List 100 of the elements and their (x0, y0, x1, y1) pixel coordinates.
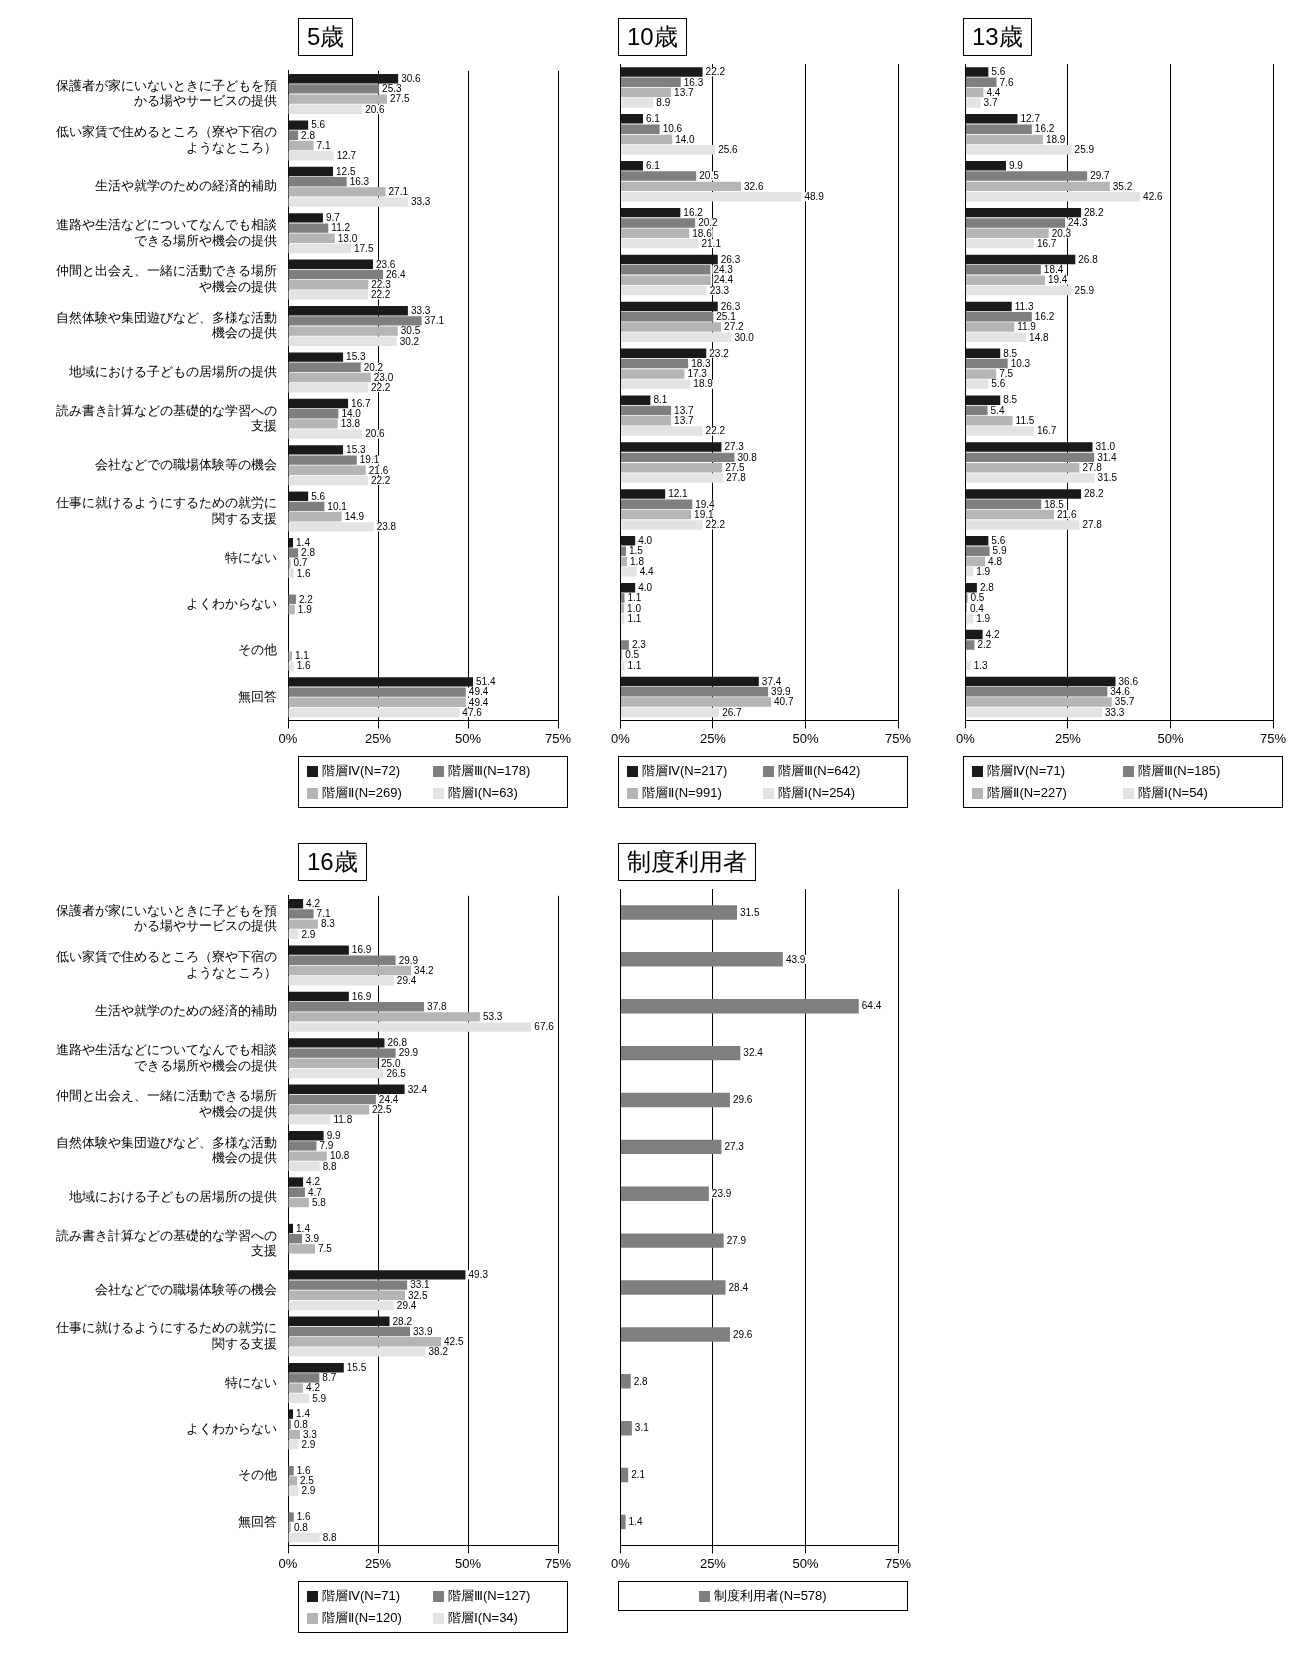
data-label: 23.8 (376, 521, 397, 533)
bar (620, 1327, 730, 1342)
data-label: 8.5 (1003, 347, 1018, 359)
bar (288, 522, 374, 532)
bar (620, 462, 723, 473)
bar (288, 945, 349, 955)
y-tick-label: 無回答 (238, 688, 277, 704)
data-label: 27.3 (724, 441, 745, 453)
data-label: 15.3 (346, 444, 366, 456)
bar (620, 181, 742, 192)
bar (620, 1233, 724, 1248)
bar (288, 120, 309, 130)
bar (288, 187, 386, 197)
bar (288, 455, 357, 465)
data-label: 25.9 (1074, 144, 1095, 156)
y-tick-label: 仕事に就けるようにするための就労に関する支援 (55, 495, 277, 526)
bar (288, 1393, 310, 1404)
data-label: 16.9 (351, 944, 372, 956)
bar (620, 640, 629, 650)
data-label: 20.6 (365, 428, 386, 440)
data-label: 27.9 (726, 1234, 747, 1246)
data-label: 29.4 (396, 1299, 417, 1311)
bar (288, 991, 349, 1002)
y-tick-label: 自然体験や集団遊びなど、多様な活動機会の提供 (56, 309, 277, 341)
y-tick-label: 保護者が家にいないときに子どもを預かる場やサービスの提供 (56, 77, 277, 109)
data-label: 48.9 (804, 190, 825, 202)
y-tick-label: 進路や生活などについてなんでも相談できる場所や機会の提供 (56, 216, 277, 248)
data-label: 5.6 (311, 490, 326, 502)
data-label: 27.8 (1082, 519, 1103, 531)
legend-label: 階層Ⅰ(N=63) (448, 784, 518, 802)
data-label: 0.8 (293, 1521, 309, 1533)
bar (620, 77, 681, 88)
bar (620, 1420, 632, 1436)
data-label: 13.8 (340, 418, 361, 430)
bar (288, 1362, 344, 1373)
bar (965, 218, 1066, 228)
y-tick-label: 地域における子どもの居場所の提供 (68, 1188, 277, 1204)
data-label: 18.9 (693, 378, 714, 390)
data-label: 10.6 (662, 123, 683, 135)
bar (288, 166, 333, 177)
bar (288, 1270, 466, 1280)
data-label: 25.3 (382, 83, 402, 95)
data-label: 25.0 (381, 1057, 401, 1069)
data-label: 8.5 (1003, 394, 1018, 406)
data-label: 5.6 (991, 378, 1006, 390)
data-label: 11.9 (1017, 321, 1037, 333)
x-tick-label: 75% (544, 1555, 572, 1571)
bar (620, 1092, 730, 1108)
data-label: 1.1 (627, 612, 642, 624)
bar (288, 898, 304, 909)
bar (965, 707, 1102, 718)
bar (965, 520, 1080, 530)
bar (288, 1347, 426, 1357)
y-tick-label: 仲間と出会え、一緒に活動できる場所や機会の提供 (56, 263, 277, 294)
data-label: 37.4 (761, 675, 782, 687)
data-label: 4.2 (306, 1382, 321, 1394)
data-label: 1.1 (627, 592, 642, 604)
legend-label: 階層Ⅲ(N=178) (448, 762, 531, 780)
bar (288, 1002, 425, 1012)
data-label: 11.3 (1014, 300, 1034, 312)
legend-label: 階層Ⅱ(N=269) (322, 784, 402, 802)
data-label: 26.7 (722, 706, 743, 718)
bar (620, 473, 724, 483)
data-label: 1.6 (296, 1511, 312, 1523)
legend-label: 階層Ⅲ(N=642) (778, 762, 861, 780)
bar (620, 369, 685, 379)
y-tick-label: 地域における子どもの居場所の提供 (68, 363, 277, 379)
data-label: 8.9 (656, 97, 671, 109)
bar (965, 228, 1049, 238)
bar (965, 567, 974, 577)
bar (288, 1105, 369, 1115)
data-label: 17.3 (687, 368, 708, 380)
bar (620, 348, 707, 359)
bar (620, 161, 643, 171)
data-label: 12.5 (336, 165, 356, 177)
data-label: 4.2 (306, 897, 321, 909)
bar (288, 1476, 297, 1486)
bar (288, 1234, 303, 1244)
data-label: 24.3 (713, 264, 734, 276)
data-label: 8.3 (320, 918, 336, 930)
y-tick-label: 低い家賃で住めるところ（寮や下宿のようなところ） (56, 124, 277, 155)
bar (288, 1130, 324, 1141)
x-tick-label: 75% (884, 730, 912, 746)
bar (965, 582, 977, 593)
data-label: 8.8 (322, 1531, 338, 1543)
bar (620, 254, 718, 265)
data-label: 7.1 (316, 139, 331, 151)
data-label: 43.9 (785, 953, 806, 965)
bar (288, 316, 422, 326)
legend-label: 階層Ⅰ(N=54) (1138, 784, 1208, 802)
chart-title: 制度利用者 (618, 843, 756, 881)
data-label: 42.6 (1143, 190, 1164, 202)
bar (965, 489, 1082, 499)
x-tick-label: 0% (611, 730, 631, 746)
bar (965, 395, 1001, 405)
bar (288, 1383, 304, 1393)
y-tick-label: 読み書き計算などの基礎的な学習への支援 (56, 1227, 277, 1259)
bar (288, 1512, 294, 1522)
chart-title: 16歳 (298, 843, 367, 881)
bar (288, 697, 466, 707)
